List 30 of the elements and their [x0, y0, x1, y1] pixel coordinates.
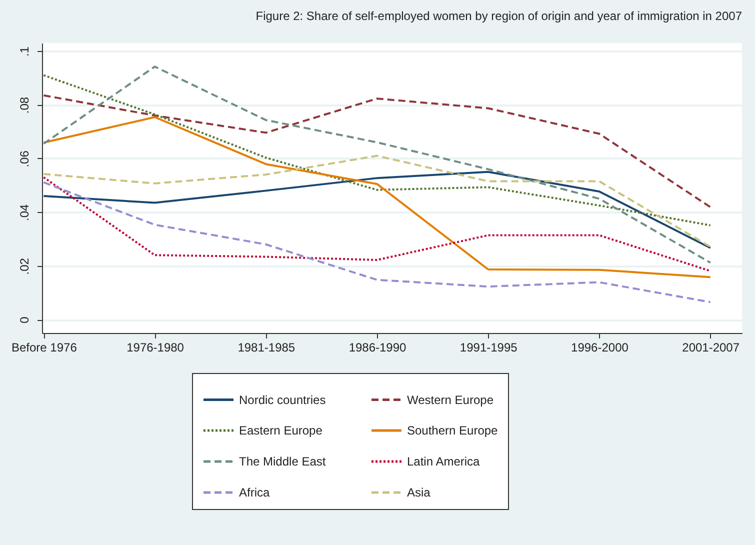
y-tick-label: .1: [18, 46, 32, 57]
x-tick-label: 1986-1990: [348, 340, 407, 354]
y-tick-label: 0: [18, 316, 32, 324]
legend-label: Asia: [407, 486, 431, 500]
legend-label: Eastern Europe: [239, 424, 323, 438]
legend-label: The Middle East: [239, 454, 326, 468]
line-series: [42, 181, 712, 304]
y-tick-label: .08: [18, 96, 32, 114]
legend-label: Nordic countries: [239, 392, 326, 407]
x-tick-label: 1991-1995: [460, 340, 518, 354]
legend-label: Southern Europe: [407, 424, 498, 438]
chart-title: Figure 2: Share of self-employed women by region of origin and year of immigration in 2007: [256, 9, 742, 23]
y-tick-label: .04: [18, 204, 32, 222]
x-tick-label: Before 1976: [11, 340, 78, 354]
line-series: [42, 176, 712, 272]
x-tick-label: 2001-2007: [682, 340, 740, 354]
line-series: [42, 94, 712, 208]
line-series: [42, 116, 712, 278]
x-tick-label: 1976-1980: [126, 340, 184, 354]
y-tick-label: .06: [18, 150, 32, 168]
legend-label: Africa: [239, 486, 270, 500]
legend-label: Western Europe: [407, 392, 494, 407]
line-series: [42, 170, 712, 249]
x-tick-label: 1996-2000: [571, 340, 629, 354]
line-series: [42, 66, 712, 264]
x-tick-label: 1981-1985: [238, 340, 296, 354]
line-series: [42, 154, 712, 248]
y-tick-label: .02: [18, 258, 32, 275]
line-series: [42, 74, 712, 226]
legend-label: Latin America: [407, 454, 480, 468]
